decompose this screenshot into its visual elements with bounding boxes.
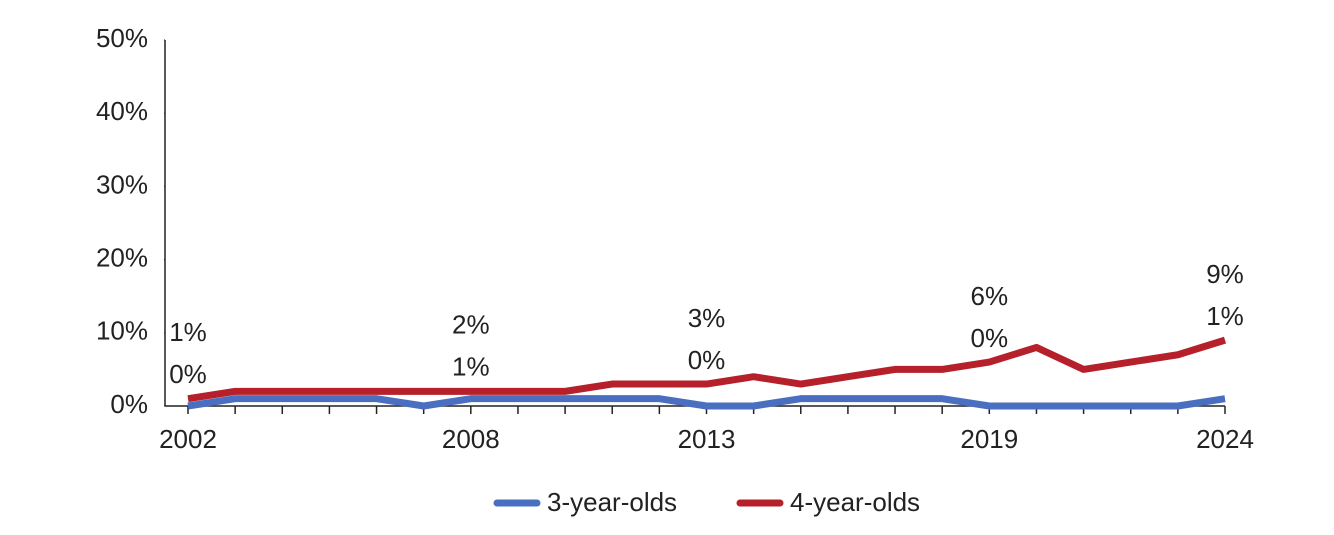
x-tick-label: 2008 xyxy=(442,424,500,454)
x-tick-label: 2013 xyxy=(678,424,736,454)
series-line xyxy=(187,395,1226,410)
series-line xyxy=(187,336,1227,403)
y-tick-label: 50% xyxy=(96,23,148,53)
data-label: 2% xyxy=(452,310,490,340)
data-label: 1% xyxy=(169,317,207,347)
data-label: 3% xyxy=(688,303,726,333)
legend-label: 4-year-olds xyxy=(790,487,920,517)
x-tick-label: 2019 xyxy=(960,424,1018,454)
data-label: 1% xyxy=(1206,301,1244,331)
x-tick-label: 2002 xyxy=(159,424,217,454)
data-label: 1% xyxy=(452,352,490,382)
y-tick-label: 30% xyxy=(96,169,148,199)
data-label: 6% xyxy=(971,281,1009,311)
y-tick-label: 40% xyxy=(96,96,148,126)
data-label: 0% xyxy=(169,359,207,389)
y-tick-label: 0% xyxy=(110,389,148,419)
y-tick-label: 20% xyxy=(96,242,148,272)
y-tick-label: 10% xyxy=(96,316,148,346)
data-label: 9% xyxy=(1206,259,1244,289)
x-tick-label: 2024 xyxy=(1196,424,1254,454)
legend-label: 3-year-olds xyxy=(547,487,677,517)
data-label: 0% xyxy=(688,345,726,375)
data-label: 0% xyxy=(971,323,1009,353)
